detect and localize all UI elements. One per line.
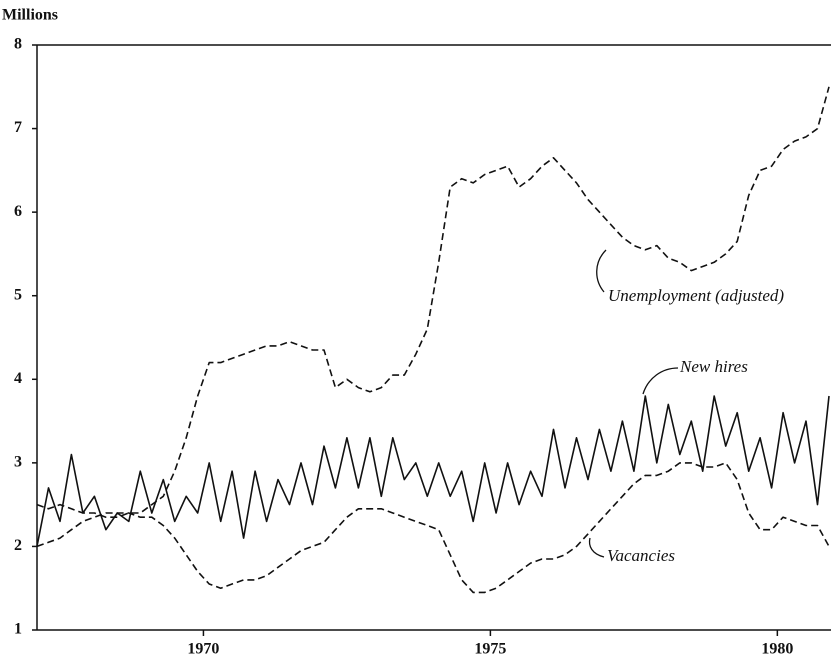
y-tick-label: 5 [14, 286, 22, 303]
y-tick-label: 1 [14, 621, 22, 638]
y-tick-label: 8 [14, 36, 22, 53]
leader-line [596, 249, 607, 293]
y-tick-label: 4 [14, 370, 22, 387]
y-tick-label: 3 [14, 454, 22, 471]
series-line [36, 462, 830, 594]
series-label: Vacancies [607, 546, 675, 565]
x-tick-label: 1970 [187, 641, 219, 658]
series-label: New hires [679, 357, 748, 376]
x-tick-label: 1980 [761, 641, 793, 658]
series-line [36, 86, 830, 518]
y-tick-label: 2 [14, 537, 22, 554]
y-tick-label: 6 [14, 203, 22, 220]
x-tick-label: 1975 [474, 641, 506, 658]
series-label: Unemployment (adjusted) [608, 286, 784, 305]
leader-line [588, 537, 605, 558]
y-axis-label: Millions [2, 7, 58, 24]
series-line [36, 395, 830, 547]
y-tick-label: 7 [14, 119, 22, 136]
leader-line [642, 367, 679, 395]
